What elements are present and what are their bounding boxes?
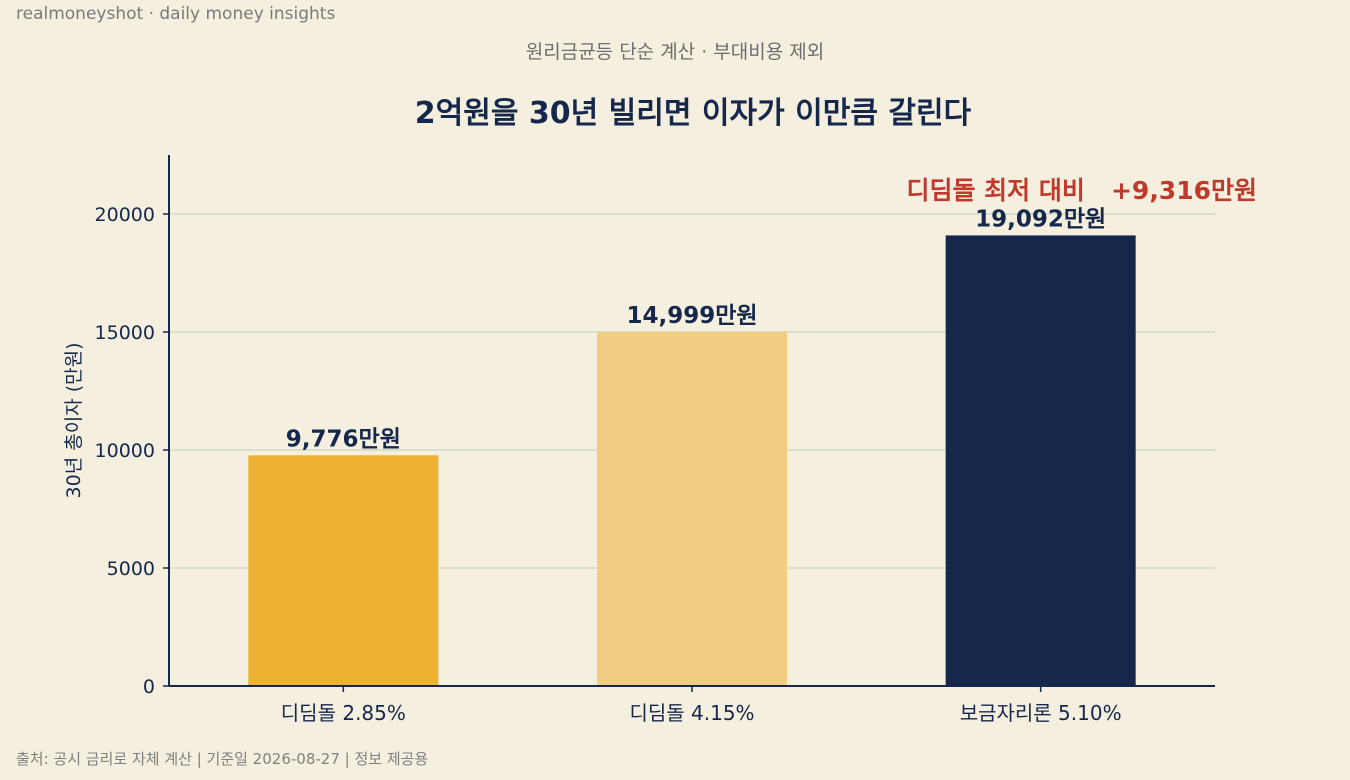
x-tick-labels: 디딤돌 2.85% 디딤돌 4.15% 보금자리론 5.10%: [281, 686, 1122, 725]
x-tick-label: 보금자리론 5.10%: [960, 701, 1122, 725]
bar: [945, 235, 1136, 686]
value-labels: 9,776만원 14,999만원 19,092만원: [286, 206, 1106, 452]
y-tick-label: 20000: [95, 204, 155, 226]
bar: [248, 455, 439, 686]
value-label: 14,999만원: [626, 303, 757, 329]
x-tick-label: 디딤돌 4.15%: [629, 701, 754, 725]
value-label: 9,776만원: [286, 426, 401, 452]
y-tick-labels: 0 5000 10000 15000 20000: [95, 204, 169, 698]
y-tick-label: 10000: [95, 440, 155, 462]
chart-title: 2억원을 30년 빌리면 이자가 이만큼 갈린다: [414, 96, 972, 131]
bar-chart: 0 5000 10000 15000 20000 디딤돌 2.85% 디딤돌 4.15% 보…: [63, 155, 1257, 725]
chart-subtitle: 원리금균등 단순 계산 · 부대비용 제외: [525, 41, 825, 63]
bars: [248, 235, 1136, 686]
y-axis-label: 30년 총이자 (만원): [63, 343, 85, 499]
bar: [597, 332, 787, 686]
source-footer: 출처: 공시 금리로 자체 계산 | 기준일 2026-08-27 | 정보 제…: [16, 750, 429, 768]
value-label: 19,092만원: [975, 206, 1106, 232]
brand-watermark: realmoneyshot · daily money insights: [16, 4, 336, 24]
y-tick-label: 0: [143, 676, 155, 698]
y-tick-label: 5000: [107, 558, 155, 580]
difference-annotation: 디딤돌 최저 대비 +9,316만원: [906, 176, 1257, 205]
x-tick-label: 디딤돌 2.85%: [281, 701, 406, 725]
y-tick-label: 15000: [95, 322, 155, 344]
